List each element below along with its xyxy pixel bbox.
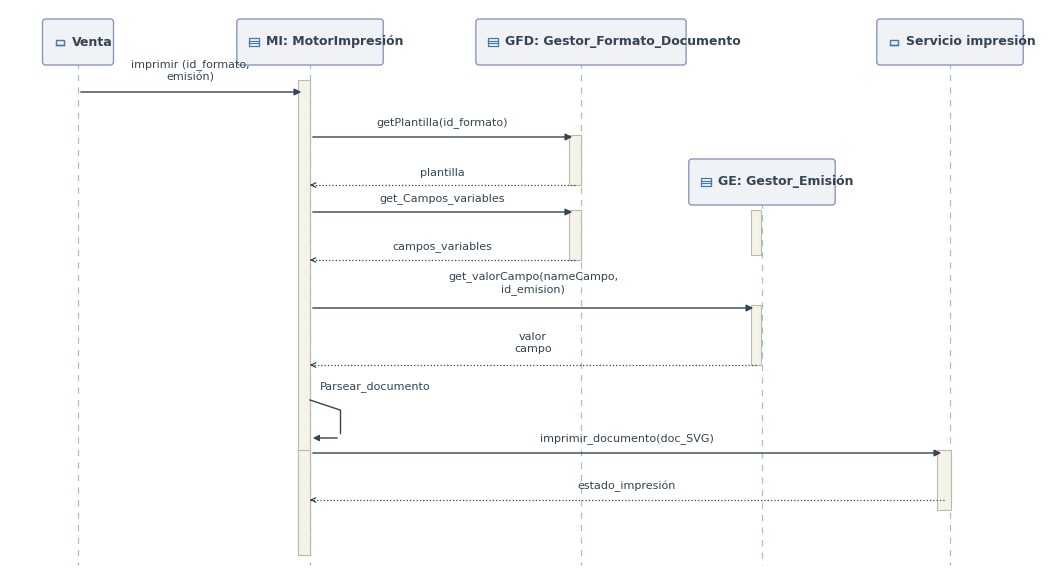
Bar [701, 178, 711, 186]
Text: Servicio impresión: Servicio impresión [906, 35, 1036, 49]
Text: MI: MotorImpresión: MI: MotorImpresión [266, 35, 403, 49]
Text: imprimir_documento(doc_SVG): imprimir_documento(doc_SVG) [540, 433, 714, 444]
Text: getPlantilla(id_formato): getPlantilla(id_formato) [376, 117, 508, 128]
Bar [569, 210, 581, 260]
FancyBboxPatch shape [876, 19, 1023, 65]
Text: Parsear_documento: Parsear_documento [320, 381, 431, 392]
FancyBboxPatch shape [237, 19, 383, 65]
Text: valor
campo: valor campo [514, 332, 552, 354]
Bar [751, 210, 761, 255]
Bar [751, 305, 761, 365]
FancyBboxPatch shape [689, 159, 835, 205]
Text: GFD: Gestor_Formato_Documento: GFD: Gestor_Formato_Documento [505, 35, 740, 49]
Bar [56, 40, 63, 45]
Bar [937, 450, 951, 510]
Text: get_Campos_variables: get_Campos_variables [379, 193, 505, 204]
Bar [890, 40, 898, 45]
Text: Venta: Venta [72, 35, 112, 49]
Text: imprimir (id_formato,
emisión): imprimir (id_formato, emisión) [131, 59, 249, 82]
FancyBboxPatch shape [476, 19, 686, 65]
Bar [569, 135, 581, 185]
Text: GE: Gestor_Emisión: GE: Gestor_Emisión [718, 176, 853, 188]
Bar [488, 38, 497, 46]
Text: plantilla: plantilla [419, 168, 465, 178]
Text: get_valorCampo(nameCampo,
id_emision): get_valorCampo(nameCampo, id_emision) [448, 272, 618, 295]
Text: estado_impresión: estado_impresión [578, 481, 676, 492]
Bar [298, 80, 310, 555]
Bar [249, 38, 259, 46]
Text: campos_variables: campos_variables [392, 241, 492, 252]
FancyBboxPatch shape [42, 19, 113, 65]
Bar [298, 450, 310, 555]
